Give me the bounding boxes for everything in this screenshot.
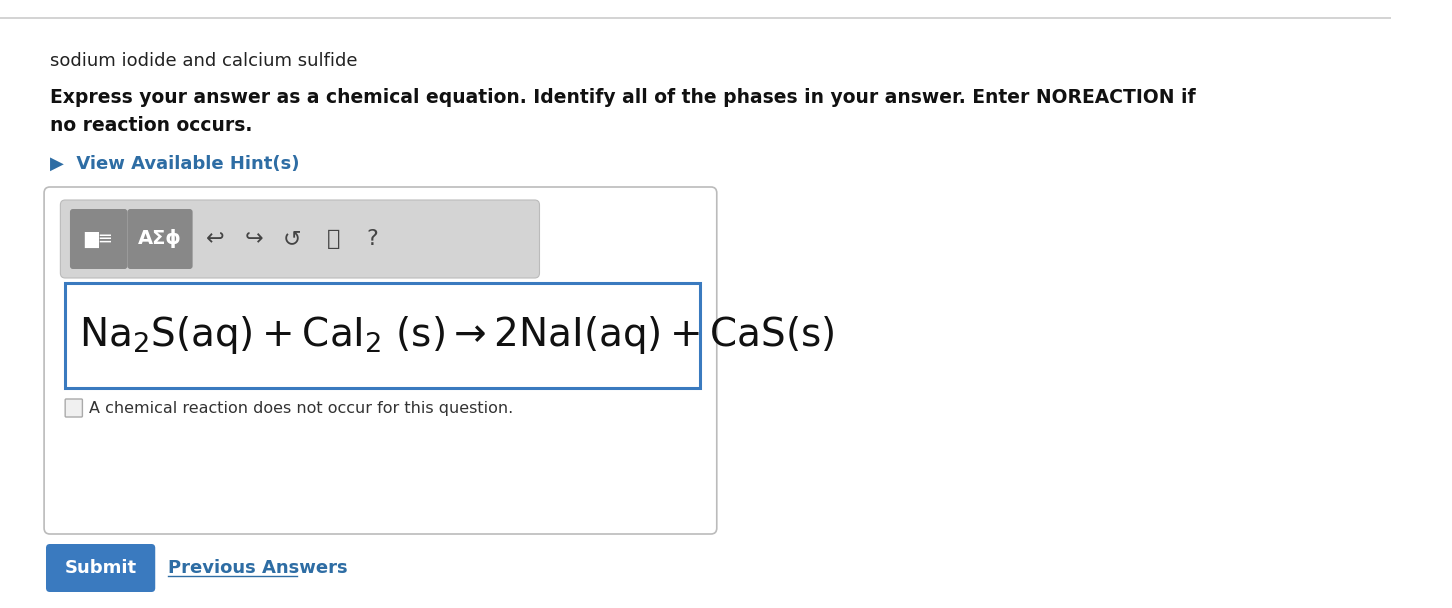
Text: ▇≡: ▇≡ — [84, 230, 113, 248]
Text: ?: ? — [366, 229, 378, 249]
FancyBboxPatch shape — [61, 200, 540, 278]
Text: ⌸: ⌸ — [327, 229, 340, 249]
Text: AΣϕ: AΣϕ — [138, 229, 182, 249]
Text: Express your answer as a chemical equation. Identify all of the phases in your a: Express your answer as a chemical equati… — [49, 88, 1195, 107]
Text: $\mathrm{Na_2S(aq) + CaI_2\ (s) \rightarrow 2NaI(aq) + CaS(s)}$: $\mathrm{Na_2S(aq) + CaI_2\ (s) \rightar… — [78, 314, 833, 356]
FancyBboxPatch shape — [128, 209, 193, 269]
Text: ↺: ↺ — [283, 229, 302, 249]
Text: Previous Answers: Previous Answers — [167, 559, 347, 577]
FancyBboxPatch shape — [44, 187, 717, 534]
Text: ▶  View Available Hint(s): ▶ View Available Hint(s) — [49, 155, 299, 173]
FancyBboxPatch shape — [65, 399, 83, 417]
Text: ↩: ↩ — [206, 229, 225, 249]
Text: A chemical reaction does not occur for this question.: A chemical reaction does not occur for t… — [89, 401, 514, 415]
FancyBboxPatch shape — [46, 544, 155, 592]
Text: ↪: ↪ — [244, 229, 263, 249]
Text: no reaction occurs.: no reaction occurs. — [49, 116, 253, 135]
Text: Submit: Submit — [64, 559, 136, 577]
Text: sodium iodide and calcium sulfide: sodium iodide and calcium sulfide — [49, 52, 357, 70]
FancyBboxPatch shape — [65, 283, 700, 388]
FancyBboxPatch shape — [70, 209, 128, 269]
